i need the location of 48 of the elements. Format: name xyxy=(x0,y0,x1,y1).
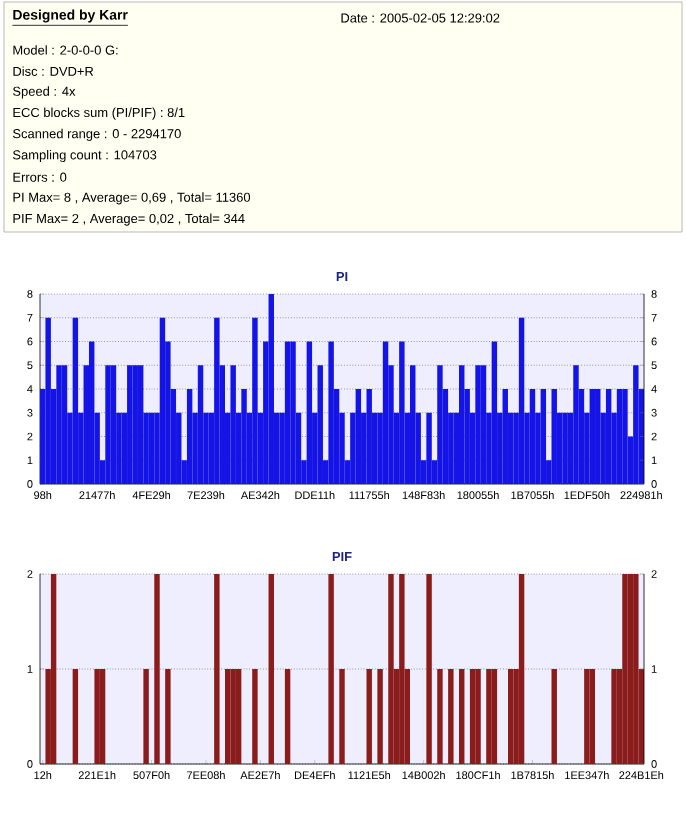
bar xyxy=(491,341,498,484)
bar xyxy=(540,389,547,484)
bar xyxy=(214,317,220,484)
bar xyxy=(230,365,236,484)
bar xyxy=(622,389,628,484)
bar xyxy=(475,365,481,484)
bar xyxy=(72,317,79,484)
bar xyxy=(502,389,508,484)
bar xyxy=(306,341,313,484)
bar xyxy=(518,317,525,484)
bar xyxy=(61,365,68,484)
bar xyxy=(459,365,465,484)
bar xyxy=(252,317,258,484)
bar xyxy=(366,389,372,484)
bar xyxy=(132,365,138,484)
bar xyxy=(241,389,247,484)
bar xyxy=(410,365,416,484)
bar xyxy=(317,365,323,484)
bar xyxy=(595,389,601,484)
bar xyxy=(197,365,204,484)
bar xyxy=(328,341,334,484)
bar xyxy=(110,365,117,484)
bar xyxy=(355,389,362,484)
bar xyxy=(56,365,62,484)
bar xyxy=(529,389,536,484)
bar xyxy=(290,341,296,484)
bar xyxy=(105,365,111,484)
bar xyxy=(426,412,432,484)
bar xyxy=(45,317,51,484)
bar xyxy=(437,365,443,484)
bar xyxy=(589,389,596,484)
bar xyxy=(186,389,193,484)
bar xyxy=(88,341,95,484)
bar xyxy=(562,412,568,484)
bar xyxy=(137,365,144,484)
bar xyxy=(148,412,155,484)
bar xyxy=(480,365,487,484)
bar xyxy=(127,365,133,484)
bar xyxy=(551,389,557,484)
bar xyxy=(399,341,405,484)
bar xyxy=(159,317,166,484)
bar xyxy=(605,389,612,484)
bar xyxy=(573,365,579,484)
bar xyxy=(616,389,623,484)
bar xyxy=(268,294,274,484)
bar xyxy=(382,341,389,484)
bar xyxy=(284,341,291,484)
bar xyxy=(633,365,639,484)
